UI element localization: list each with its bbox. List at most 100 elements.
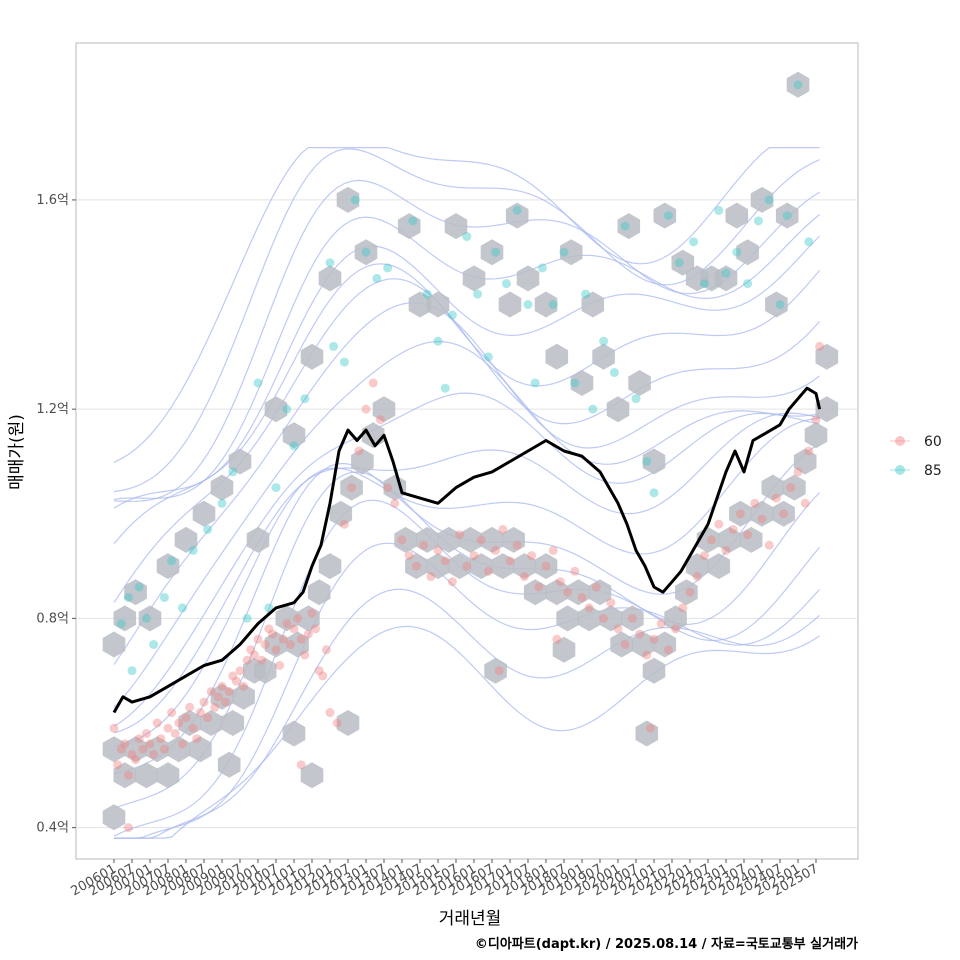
point-60 <box>199 697 209 707</box>
hex-bin <box>167 736 191 763</box>
point-60 <box>375 415 385 425</box>
point-60 <box>296 634 306 644</box>
y-tick-label: 0.8억 <box>36 611 69 626</box>
x-axis: 2006012006072007012007072008012008072009… <box>69 859 821 899</box>
hex-bin <box>804 422 828 449</box>
trend-line <box>112 386 822 714</box>
hex-bin <box>484 657 507 684</box>
point-60 <box>213 692 223 702</box>
point-60 <box>210 702 220 712</box>
hex-bin <box>264 396 288 423</box>
hex-bin <box>671 249 695 276</box>
point-60 <box>217 681 227 691</box>
hex-bin <box>113 762 137 789</box>
source-caption: ©디아파트(dapt.kr) / 2025.08.14 / 자료=국토교통부 실… <box>475 936 858 952</box>
point-60 <box>235 666 245 676</box>
point-60 <box>627 613 637 623</box>
point-60 <box>285 640 295 650</box>
point-60 <box>131 755 141 765</box>
point-60 <box>167 708 177 718</box>
point-60 <box>757 514 767 524</box>
point-85 <box>329 341 339 351</box>
point-85 <box>473 289 483 299</box>
point-85 <box>599 336 609 346</box>
point-85 <box>631 394 641 404</box>
point-85 <box>537 263 547 273</box>
point-85 <box>804 237 814 247</box>
hex-bin <box>286 631 309 658</box>
point-85 <box>559 247 569 257</box>
point-60 <box>534 582 544 592</box>
point-85 <box>350 195 360 205</box>
point-85 <box>289 441 299 451</box>
scatter-points <box>109 80 825 833</box>
hex-bin <box>570 370 594 396</box>
point-60 <box>699 551 709 561</box>
point-60 <box>498 524 508 534</box>
hex-bin <box>415 526 439 553</box>
hex-bin <box>426 291 450 318</box>
point-85 <box>721 268 731 278</box>
hex-bin <box>617 213 641 240</box>
point-60 <box>645 723 655 733</box>
point-60 <box>185 702 195 712</box>
hex-bin <box>498 291 522 318</box>
point-60 <box>642 650 652 660</box>
hex-bin <box>124 736 147 763</box>
point-60 <box>192 734 202 744</box>
point-60 <box>177 739 187 749</box>
point-60 <box>786 483 796 493</box>
point-60 <box>764 540 774 550</box>
hex-bin <box>556 605 579 632</box>
point-85 <box>383 263 393 273</box>
hex-bin <box>736 239 759 266</box>
point-60 <box>811 415 821 425</box>
point-85 <box>663 211 673 221</box>
point-85 <box>649 488 659 498</box>
point-60 <box>159 744 169 754</box>
hex-bin <box>729 500 752 527</box>
point-85 <box>581 289 591 299</box>
point-60 <box>156 734 166 744</box>
point-60 <box>599 613 609 623</box>
hex-bin <box>459 526 482 553</box>
point-85 <box>361 247 371 257</box>
hex-bin <box>505 202 529 229</box>
point-60 <box>267 629 277 639</box>
hex-bin <box>523 579 547 606</box>
hex-bin <box>765 291 788 318</box>
hex-bin <box>329 500 353 527</box>
hex-bin <box>336 710 360 736</box>
hex-bin <box>221 710 245 736</box>
hex-bin <box>297 605 320 632</box>
point-60 <box>221 697 231 707</box>
point-85 <box>699 279 709 289</box>
point-85 <box>325 258 335 268</box>
point-60 <box>300 650 310 660</box>
point-60 <box>321 645 331 655</box>
hex-bin <box>775 202 799 229</box>
hex-bin <box>282 422 306 449</box>
point-60 <box>368 378 378 388</box>
hex-bin <box>516 265 540 292</box>
point-60 <box>249 650 259 660</box>
point-60 <box>257 655 267 665</box>
point-60 <box>318 671 328 681</box>
y-tick-label: 0.4억 <box>36 821 69 836</box>
point-85 <box>530 378 540 388</box>
hex-bin <box>469 553 493 580</box>
point-60 <box>505 556 515 566</box>
legend-label-60: 60 <box>924 434 942 450</box>
point-60 <box>469 551 479 561</box>
hex-bin <box>653 631 677 658</box>
point-60 <box>390 498 400 508</box>
legend-swatch-85 <box>895 465 905 475</box>
point-85 <box>159 592 169 602</box>
hex-bin <box>480 526 504 553</box>
point-85 <box>501 279 511 289</box>
y-tick-label: 1.2억 <box>36 402 69 417</box>
hex-bin <box>534 291 558 318</box>
point-60 <box>779 509 789 519</box>
y-axis-title: 매매가(원) <box>7 414 27 490</box>
hex-bin <box>189 736 212 763</box>
